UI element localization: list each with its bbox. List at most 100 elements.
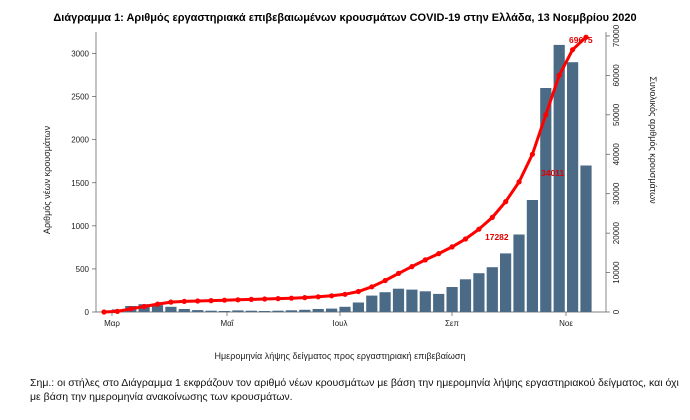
cumulative-point [262, 296, 268, 302]
y-tick-label: 1500 [71, 179, 89, 188]
bar [285, 310, 297, 312]
bar [553, 44, 565, 313]
y2-tick-label: 40000 [612, 143, 621, 166]
bar [366, 295, 378, 312]
y2-tick-label: 50000 [612, 103, 621, 126]
cumulative-point [128, 306, 134, 312]
y2-tick-label: 0 [612, 309, 621, 314]
y2-tick-label: 10000 [612, 261, 621, 284]
annotation-17282: 17282 [485, 232, 509, 242]
cumulative-series [101, 34, 589, 315]
cumulative-point [396, 270, 402, 276]
x-tick-label: Ιουλ [332, 319, 347, 328]
bar [192, 310, 204, 312]
bar [500, 253, 512, 312]
y2-tick-label: 70000 [612, 24, 621, 47]
y-ticks-right: 0 10000 20000 30000 40000 50000 60000 70000 [606, 24, 621, 314]
cumulative-point [181, 298, 187, 304]
bar [406, 289, 418, 312]
bar [339, 306, 351, 312]
x-tick-label: Σεπ [445, 319, 460, 328]
covid-chart: 0 500 1000 1500 2000 2500 3000 0 10000 20000 3000… [42, 24, 658, 361]
cumulative-point [141, 303, 147, 310]
cumulative-point [235, 297, 241, 303]
cumulative-point [342, 291, 348, 297]
bar [165, 306, 177, 312]
cumulative-point [195, 298, 201, 304]
bar [326, 308, 338, 312]
cumulative-point [462, 236, 469, 242]
y-ticks-left: 0 500 1000 1500 2000 2500 3000 [71, 50, 96, 317]
bar [299, 309, 311, 312]
y-tick-label: 0 [85, 308, 90, 317]
bar [151, 305, 164, 312]
bar [245, 310, 257, 312]
y-axis-label: Αριθμός νέων κρουσμάτων [42, 125, 52, 234]
cumulative-point [248, 296, 254, 302]
bar [392, 288, 405, 312]
cumulative-point [208, 298, 214, 304]
y2-axis-label: Συνολικός αριθμός κρουσμάτων [648, 76, 658, 204]
x-tick-label: Μαΐ [220, 319, 234, 328]
cumulative-point [503, 199, 509, 205]
y2-tick-label: 60000 [612, 64, 621, 87]
cumulative-point [422, 257, 428, 263]
cumulative-point [489, 214, 495, 220]
cumulative-point [155, 301, 161, 307]
cumulative-point [556, 72, 562, 78]
bar [513, 234, 525, 312]
bar [473, 273, 485, 312]
cumulative-point [168, 299, 174, 305]
x-ticks: Μαρ Μαΐ Ιουλ Σεπ Νοε [104, 312, 573, 328]
cumulative-point [516, 179, 522, 185]
bar [272, 310, 284, 312]
y2-tick-label: 30000 [612, 182, 621, 205]
bar [540, 88, 552, 312]
cumulative-point [355, 288, 361, 295]
y-tick-label: 3000 [71, 50, 89, 59]
cumulative-point [583, 34, 589, 40]
bar-series [98, 44, 592, 313]
y2-tick-label: 20000 [612, 221, 621, 244]
y-tick-label: 500 [76, 265, 90, 274]
bar [259, 311, 271, 312]
bar [580, 165, 592, 312]
bar [312, 309, 324, 312]
bar [526, 200, 538, 312]
footnote: Σημ.: οι στήλες στο Διάγραμμα 1 εκφράζου… [30, 377, 679, 403]
bar [178, 309, 190, 312]
bar [232, 310, 244, 312]
cumulative-point [302, 295, 308, 301]
cumulative-point [101, 309, 107, 315]
bar [567, 62, 579, 313]
y-tick-label: 2000 [71, 136, 89, 145]
bar [433, 293, 445, 312]
x-tick-label: Νοε [559, 319, 573, 328]
cumulative-point [382, 277, 388, 284]
annotation-34011: 34011 [541, 168, 564, 178]
chart-title: Διάγραμμα 1: Αριθμός εργαστηριακά επιβεβ… [53, 12, 637, 24]
cumulative-point [543, 112, 549, 118]
annotation-69675: 69675 [569, 35, 593, 45]
y-tick-label: 1000 [71, 222, 89, 231]
cumulative-point [288, 295, 294, 301]
bar [419, 291, 431, 312]
cumulative-point [529, 151, 536, 157]
cumulative-point [449, 244, 455, 250]
cumulative-point [315, 294, 321, 300]
cumulative-point [114, 308, 120, 314]
cumulative-point [476, 226, 482, 232]
cumulative-point [409, 264, 415, 270]
cumulative-point [221, 297, 228, 303]
x-axis-label: Ημερομηνία λήψης δείγματος προς εργαστηρ… [215, 351, 466, 361]
bar [459, 279, 472, 312]
y-tick-label: 2500 [71, 93, 89, 102]
cumulative-point [369, 284, 375, 290]
cumulative-point [436, 251, 442, 257]
bar [486, 267, 498, 312]
cumulative-point [570, 47, 576, 53]
cumulative-point [275, 296, 281, 302]
bar [446, 287, 458, 312]
cumulative-point [329, 293, 335, 299]
